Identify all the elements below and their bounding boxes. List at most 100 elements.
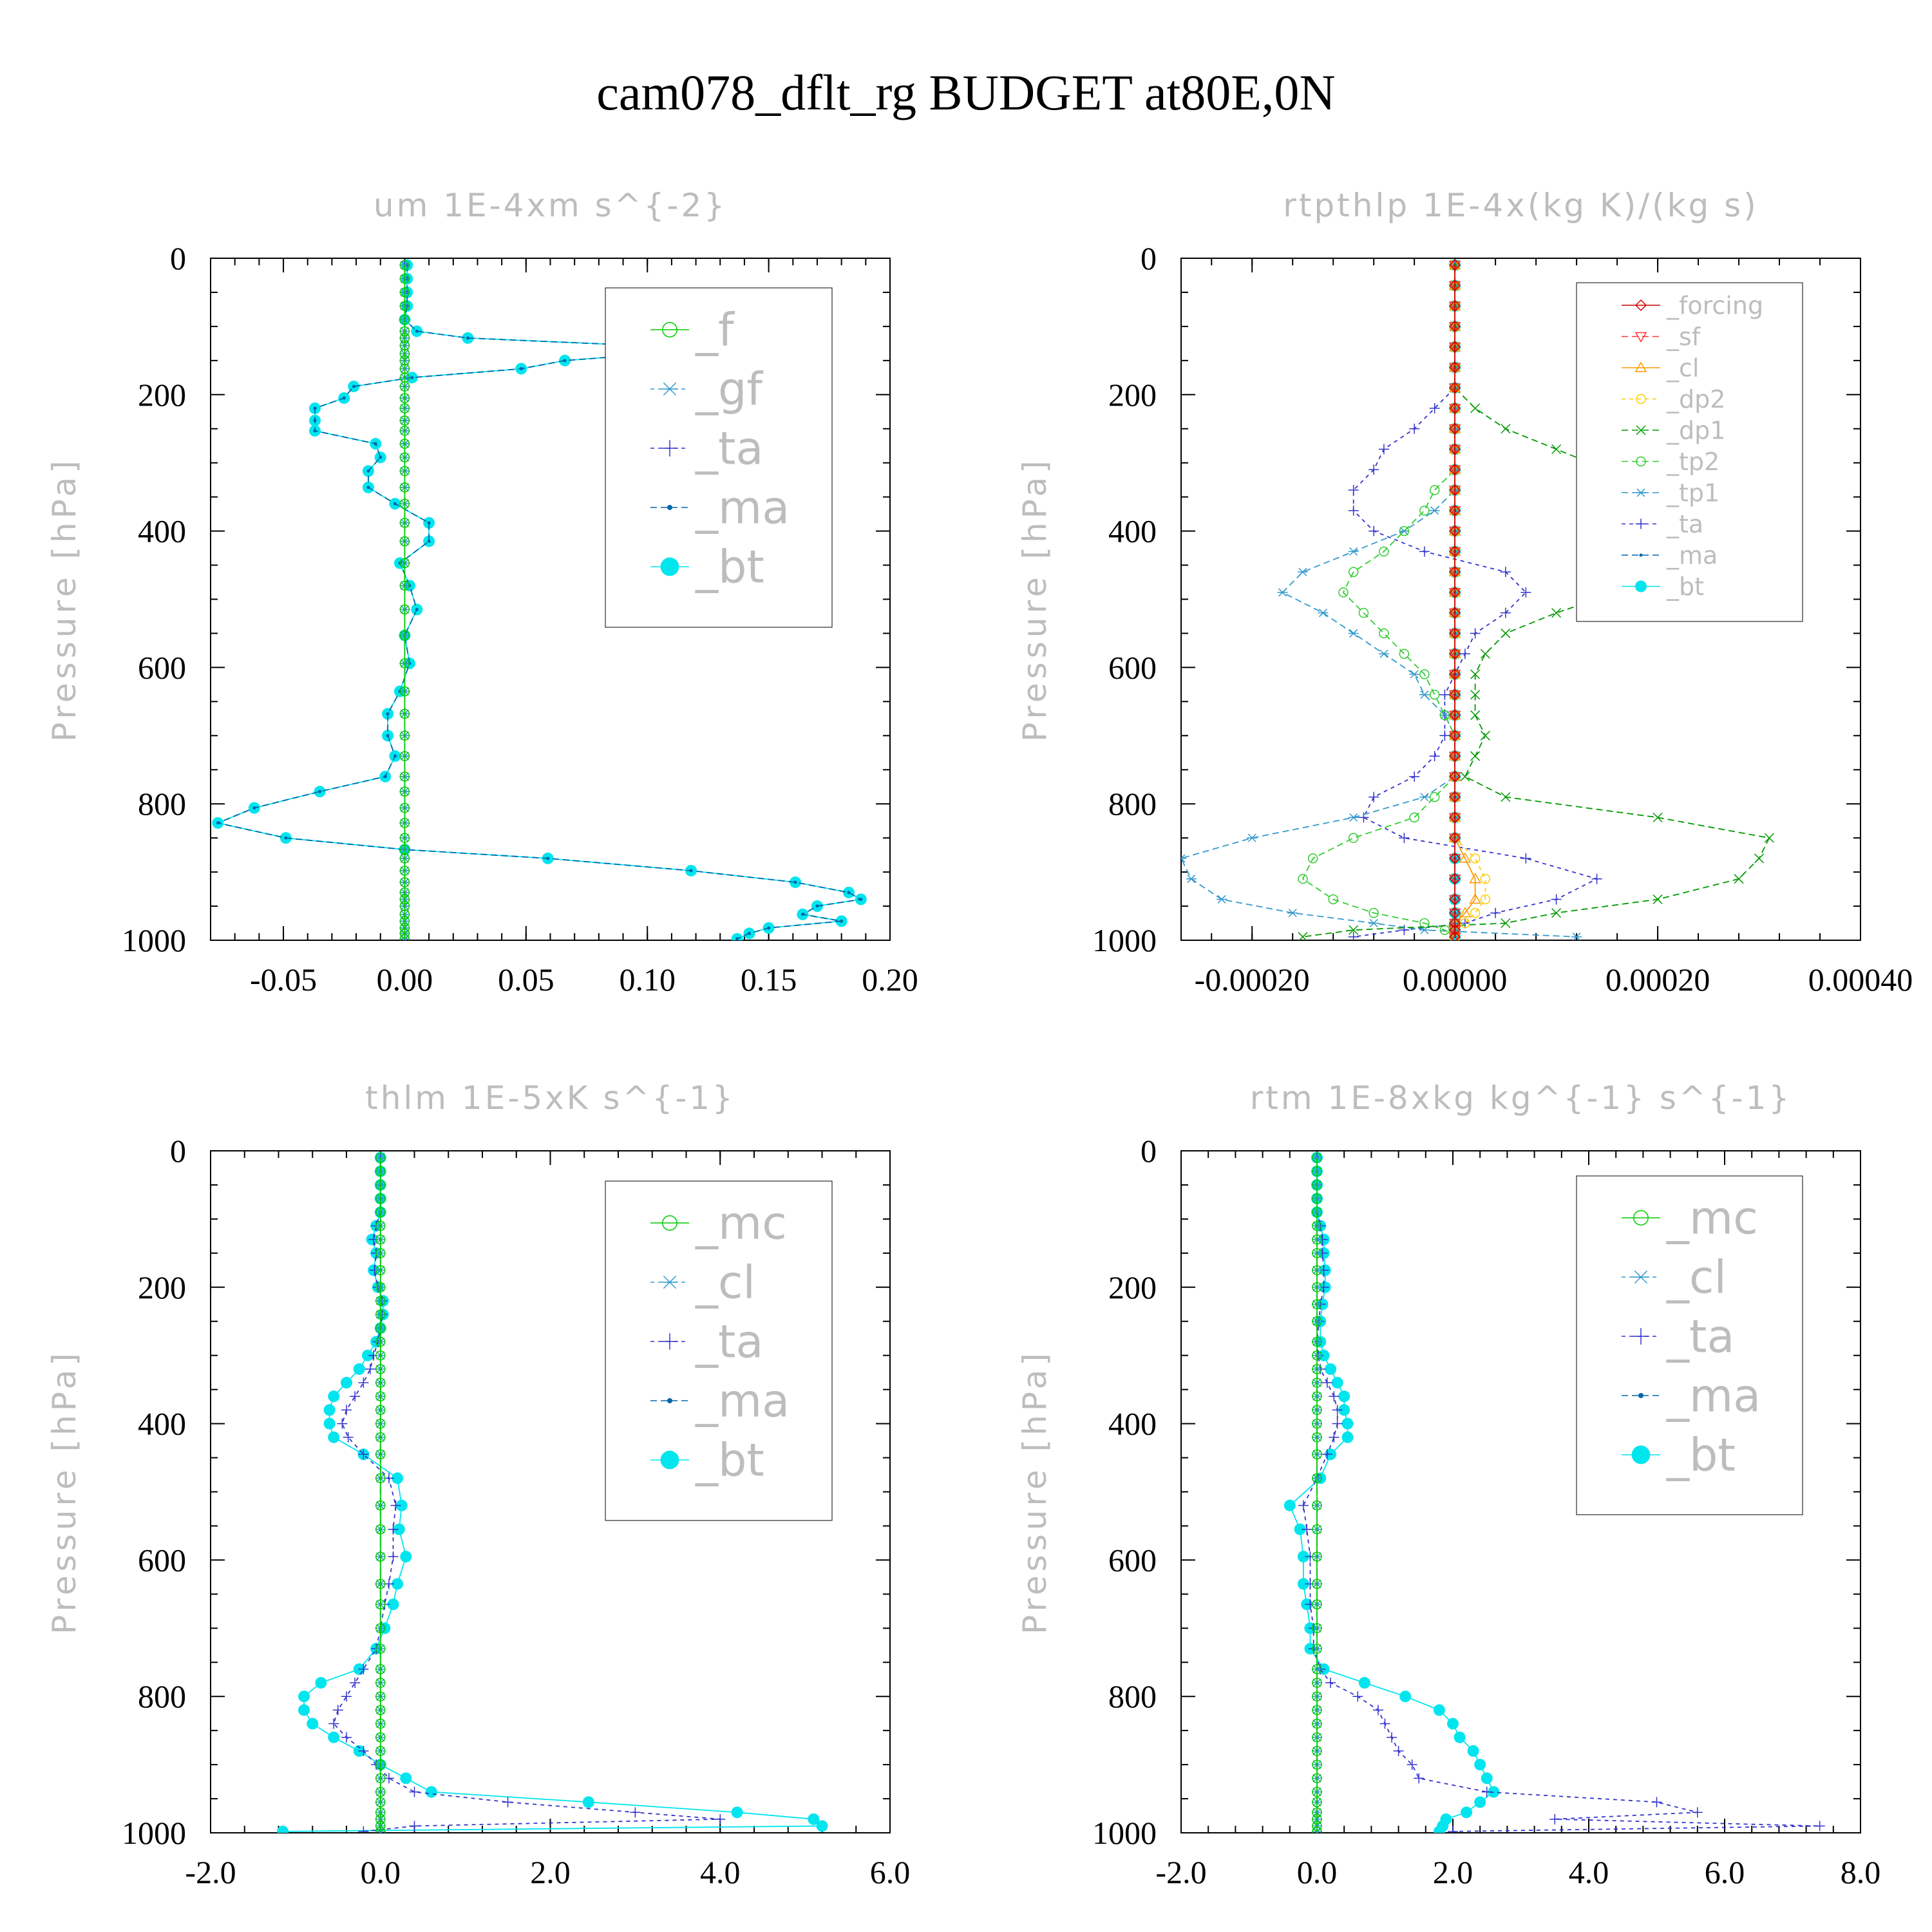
data-point (375, 1166, 386, 1177)
data-point (1449, 300, 1461, 312)
data-point (1480, 894, 1491, 905)
data-point (399, 287, 410, 298)
data-point (375, 1473, 386, 1484)
data-point (800, 913, 804, 916)
data-point (466, 336, 469, 340)
data-point (1449, 361, 1461, 374)
data-point (1312, 1797, 1322, 1808)
data-point (1459, 907, 1472, 918)
legend-marker (1638, 1393, 1643, 1398)
data-point (1500, 607, 1511, 618)
x-tick-label: -0.00020 (1195, 961, 1310, 998)
legend: _forcing _sf _cl _dp2 _dp1 _tp2_tp1 _ta _ma _bt (1576, 282, 1803, 622)
data-point (1474, 1796, 1486, 1808)
data-point (1379, 546, 1389, 557)
data-point (399, 498, 410, 509)
legend-marker (661, 382, 678, 396)
legend-item: _ma (1622, 541, 1718, 569)
data-point (341, 1405, 352, 1416)
data-point (390, 1500, 401, 1511)
legend-label: _f (695, 304, 735, 357)
legend-label: _ta (695, 1316, 763, 1368)
data-point (399, 439, 410, 449)
data-point (630, 1807, 641, 1818)
data-point (1312, 1551, 1322, 1562)
data-point (399, 786, 410, 797)
data-point (1449, 931, 1461, 940)
data-point (1449, 668, 1461, 681)
data-point (1653, 812, 1663, 822)
data-point (1501, 424, 1511, 434)
data-point (1449, 382, 1461, 394)
y-tick-label: 200 (1108, 377, 1157, 413)
data-point (365, 1363, 375, 1374)
data-point (399, 909, 410, 920)
data-point (1348, 567, 1359, 577)
data-point (1247, 833, 1258, 842)
legend-marker (1634, 361, 1647, 372)
x-tick-label: 0.00040 (1808, 961, 1913, 998)
data-point (1449, 709, 1461, 721)
data-point (1393, 1745, 1404, 1756)
data-point (375, 1678, 386, 1688)
data-point (1449, 545, 1461, 558)
data-point (808, 1813, 820, 1825)
data-point (1470, 690, 1481, 700)
y-tick-label: 600 (138, 1542, 186, 1578)
data-point (375, 1807, 386, 1817)
data-point (1312, 1705, 1322, 1716)
data-point (361, 1349, 374, 1361)
data-point (375, 1248, 386, 1258)
legend-item: _bt (650, 541, 764, 594)
data-point (358, 1826, 369, 1833)
series-line (1302, 1157, 1820, 1832)
data-point (375, 1826, 386, 1833)
data-point (383, 775, 387, 779)
data-point (1312, 1814, 1322, 1824)
data-point (1449, 627, 1461, 639)
data-point (1429, 402, 1440, 413)
legend-item: _forcing (1622, 291, 1763, 319)
legend-marker (1639, 553, 1643, 557)
data-point (1358, 1677, 1370, 1689)
legend-item: _bt (1622, 573, 1704, 601)
data-point (1321, 1449, 1332, 1460)
legend-item: _dp1 (1622, 416, 1725, 444)
data-point (1551, 908, 1562, 918)
legend-label: _gf (695, 363, 763, 416)
data-point (1454, 1731, 1466, 1743)
data-point (409, 1786, 420, 1797)
data-point (1283, 1499, 1296, 1511)
data-point (1449, 607, 1461, 619)
data-point (793, 880, 797, 884)
data-point (1312, 1432, 1322, 1443)
data-point (388, 1524, 399, 1535)
panel-title: rtpthlp 1E-4x(kg K)/(kg s) (1283, 187, 1758, 224)
data-point (1368, 918, 1379, 928)
data-point (375, 1759, 386, 1770)
data-point (392, 1578, 404, 1590)
y-tick-label: 0 (1141, 1133, 1157, 1169)
data-point (1312, 1207, 1322, 1218)
data-point (1312, 1180, 1322, 1190)
x-tick-label: 2.0 (1433, 1854, 1473, 1890)
data-point (350, 1678, 361, 1689)
data-point (1312, 1524, 1322, 1535)
data-point (252, 806, 256, 810)
data-point (1329, 1391, 1340, 1402)
data-point (315, 1677, 327, 1689)
data-point (425, 1786, 437, 1798)
legend-marker (662, 1215, 677, 1231)
data-point (1449, 852, 1461, 864)
data-point (1312, 1807, 1322, 1817)
data-point (399, 415, 410, 426)
y-axis-label: Pressure [hPa] (46, 457, 83, 742)
legend-label: _ma (1666, 541, 1718, 569)
data-point (375, 1786, 386, 1797)
data-point (374, 442, 377, 446)
x-tick-label: 0.15 (741, 961, 797, 998)
y-tick-label: 400 (138, 1406, 186, 1442)
data-point (1754, 853, 1765, 864)
data-point (358, 1745, 369, 1756)
data-point (1551, 894, 1562, 905)
